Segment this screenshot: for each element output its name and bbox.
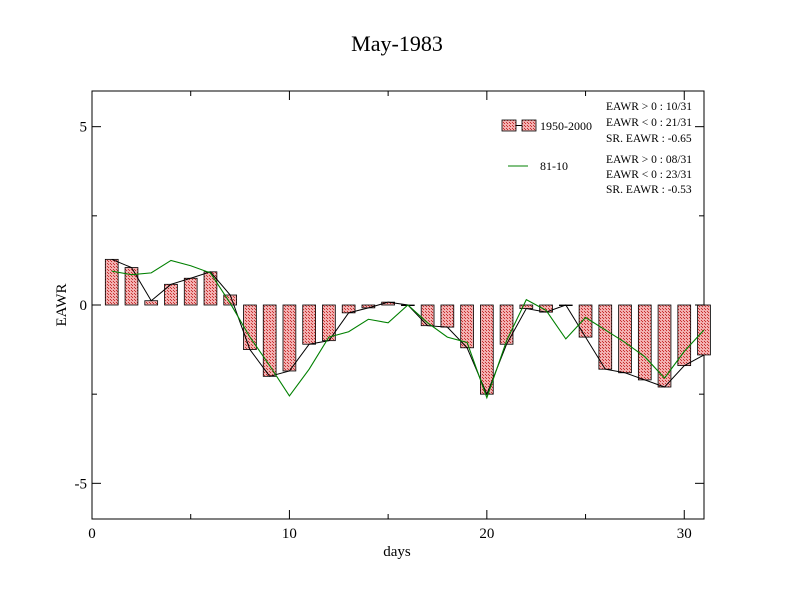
x-tick-label: 0 [88, 526, 96, 542]
stats-block-1950-2000: EAWR > 0 : 10/31 EAWR < 0 : 21/31 SR. EA… [606, 101, 692, 145]
y-tick-label: -5 [75, 476, 88, 492]
x-tick-label: 30 [677, 526, 692, 542]
legend-bar-swatch-b [521, 119, 537, 132]
bar-day-25 [578, 304, 593, 338]
bar-day-28 [637, 304, 652, 381]
x-tick-label: 10 [282, 526, 297, 542]
bar-series [104, 258, 711, 396]
bar-day-21 [499, 304, 514, 345]
bar-series-trace [111, 258, 705, 396]
bar-day-31 [697, 304, 711, 356]
x-tick-label: 20 [479, 526, 494, 542]
line-series [111, 259, 705, 400]
line-81-10 [111, 259, 705, 400]
legend-bar-label: 1950-2000 [540, 119, 592, 133]
bar-day-29 [657, 304, 672, 388]
x-axis-label: days [383, 544, 411, 560]
stat-positive-81-10: EAWR > 0 : 08/31 [606, 154, 692, 166]
bar-day-30 [677, 304, 692, 367]
legend: 1950-2000 81-10 [501, 119, 592, 173]
y-axis-label: EAWR [54, 284, 70, 327]
chart-title: May-1983 [351, 31, 443, 56]
stats-block-81-10: EAWR > 0 : 08/31 EAWR < 0 : 23/31 SR. EA… [606, 154, 692, 196]
bar-day-20 [480, 304, 494, 395]
stat-positive-1950-2000: EAWR > 0 : 10/31 [606, 101, 692, 113]
y-tick-label: 0 [80, 298, 88, 314]
bar-day-18 [440, 304, 455, 328]
y-tick-label: 5 [80, 120, 88, 136]
bar-day-26 [598, 304, 613, 370]
stat-negative-1950-2000: EAWR < 0 : 21/31 [606, 117, 692, 129]
bar-day-10 [282, 304, 297, 372]
bar-day-27 [618, 304, 632, 374]
bar-day-11 [302, 304, 316, 345]
legend-line-label: 81-10 [540, 159, 568, 173]
stat-negative-81-10: EAWR < 0 : 23/31 [606, 169, 692, 181]
bar-day-5 [183, 277, 198, 306]
bar-day-1 [104, 258, 119, 306]
stat-sr-1950-2000: SR. EAWR : -0.65 [606, 133, 692, 145]
bar-day-2 [124, 267, 139, 306]
axis-ticks: 0 10 20 30 -5 0 5 [75, 91, 704, 542]
legend-bar-swatch-a [501, 119, 517, 132]
stat-sr-81-10: SR. EAWR : -0.53 [606, 184, 692, 196]
